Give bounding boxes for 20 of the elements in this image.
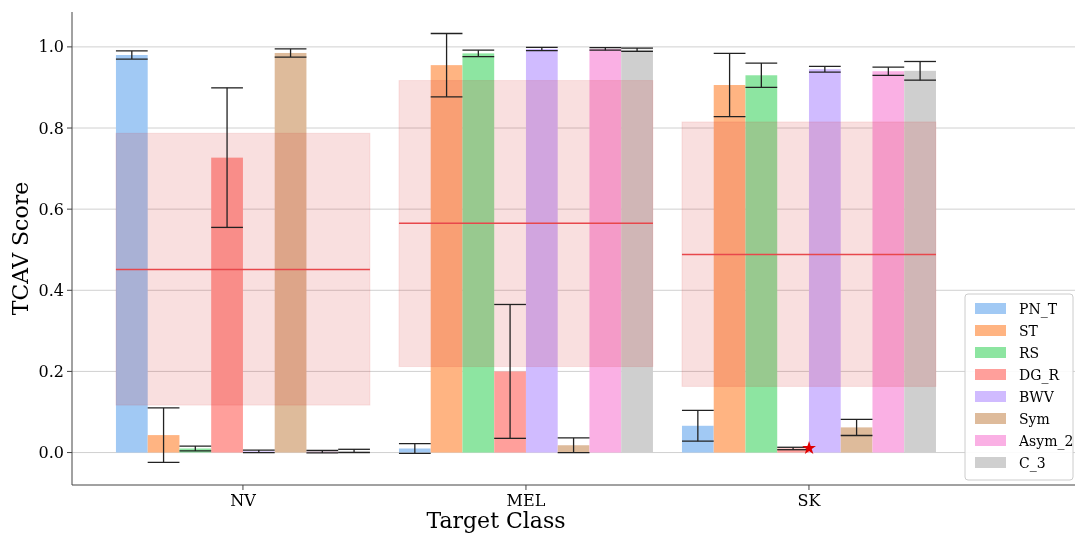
legend-label: RS: [1019, 344, 1040, 361]
y-tick-label: 0.8: [38, 118, 64, 138]
x-tick-label: MEL: [506, 491, 546, 510]
y-tick-label: 0.6: [38, 199, 64, 219]
legend-label: C_3: [1019, 454, 1046, 472]
legend-label: ST: [1019, 322, 1039, 339]
y-tick-label: 0.4: [38, 280, 64, 300]
annotation: ★: [800, 437, 817, 459]
y-tick-label: 1.0: [38, 37, 64, 57]
x-axis-title: Target Class: [426, 508, 566, 533]
x-tick-label: SK: [797, 491, 822, 510]
y-tick-label: 0.0: [38, 443, 64, 463]
legend-label: PN_T: [1019, 300, 1058, 318]
legend-label: DG_R: [1019, 366, 1060, 384]
x-tick-label: NV: [230, 491, 257, 510]
legend-label: BWV: [1019, 388, 1055, 405]
y-tick-label: 0.2: [38, 362, 64, 382]
legend-label: Sym: [1019, 410, 1050, 427]
y-axis-title: TCAV Score: [8, 181, 33, 316]
legend-label: Asym_2: [1018, 432, 1074, 450]
